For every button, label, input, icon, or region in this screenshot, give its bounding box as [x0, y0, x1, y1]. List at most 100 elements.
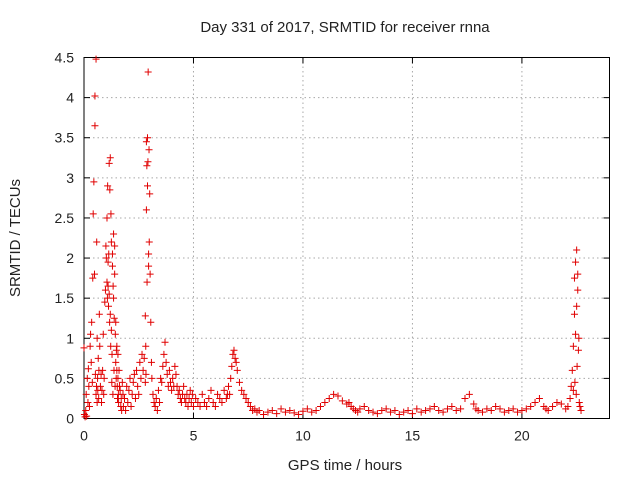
data-point: [207, 386, 215, 394]
data-point: [312, 406, 320, 414]
data-point: [159, 362, 167, 370]
data-point: [133, 366, 141, 374]
data-point: [373, 410, 381, 418]
data-point: [308, 408, 316, 416]
data-point: [93, 238, 101, 246]
y-tick-label: 3.5: [55, 130, 75, 146]
data-point: [157, 374, 165, 382]
y-tick-label: 4: [66, 90, 74, 106]
data-point: [145, 238, 153, 246]
data-point: [514, 408, 522, 416]
data-point: [93, 334, 101, 342]
data-point: [338, 397, 346, 405]
data-point: [143, 278, 151, 286]
data-point: [85, 402, 93, 410]
data-point: [121, 394, 129, 402]
data-point: [567, 382, 575, 390]
data-point: [570, 310, 578, 318]
data-point: [110, 314, 118, 322]
data-point: [166, 378, 174, 386]
data-point: [158, 378, 166, 386]
data-point: [173, 382, 181, 390]
y-axis-label: SRMTID / TECUs: [7, 179, 24, 297]
y-tick-label: 1.5: [55, 290, 75, 306]
data-point: [106, 154, 114, 162]
data-point: [483, 405, 491, 413]
data-point: [325, 394, 333, 402]
x-tick-label: 15: [405, 428, 421, 444]
y-tick-label: 1: [66, 330, 74, 346]
data-point: [145, 262, 153, 270]
data-point: [260, 410, 268, 418]
data-point: [83, 374, 91, 382]
data-point: [145, 146, 153, 154]
data-point: [125, 386, 133, 394]
data-point: [100, 390, 108, 398]
data-point: [100, 374, 108, 382]
data-point: [118, 378, 126, 386]
data-point: [105, 159, 113, 167]
data-point: [422, 406, 430, 414]
data-point: [152, 394, 160, 402]
data-point: [577, 406, 585, 414]
data-point: [569, 386, 577, 394]
data-point: [102, 242, 110, 250]
data-point: [126, 374, 134, 382]
data-point: [107, 238, 115, 246]
data-point: [242, 394, 250, 402]
data-point: [82, 390, 90, 398]
data-point: [142, 370, 150, 378]
data-point: [175, 386, 183, 394]
data-point: [321, 398, 329, 406]
data-point: [99, 366, 107, 374]
data-point: [115, 366, 123, 374]
data-point: [146, 190, 154, 198]
data-point: [138, 350, 146, 358]
data-point: [365, 406, 373, 414]
data-point: [238, 386, 246, 394]
data-point: [214, 390, 222, 398]
data-point: [264, 408, 272, 416]
data-point: [443, 405, 451, 413]
data-point: [522, 405, 530, 413]
data-point: [161, 338, 169, 346]
data-point: [244, 398, 252, 406]
data-point: [146, 270, 154, 278]
data-point: [286, 406, 294, 414]
data-point: [147, 358, 155, 366]
data-point: [574, 286, 582, 294]
data-point: [573, 362, 581, 370]
data-point: [88, 318, 96, 326]
data-point: [527, 402, 535, 410]
data-point: [143, 134, 151, 142]
data-point: [168, 386, 176, 394]
data-point: [229, 350, 237, 358]
data-point: [172, 370, 180, 378]
data-point: [572, 390, 580, 398]
data-point: [185, 394, 193, 402]
data-point: [457, 405, 465, 413]
data-point: [162, 358, 170, 366]
grid: [84, 57, 610, 419]
data-point: [142, 206, 150, 214]
data-point: [345, 398, 353, 406]
data-point: [113, 342, 121, 350]
data-point: [102, 254, 110, 262]
data-point: [98, 386, 106, 394]
data-point: [404, 406, 412, 414]
data-point: [382, 405, 390, 413]
data-point: [84, 365, 92, 373]
data-point: [94, 354, 102, 362]
data-point: [103, 214, 111, 222]
data-point: [290, 409, 298, 417]
data-point: [107, 326, 115, 334]
data-point: [487, 406, 495, 414]
data-point: [87, 330, 95, 338]
data-point: [143, 162, 151, 170]
data-point: [87, 358, 95, 366]
data-point: [169, 374, 177, 382]
data-point: [196, 402, 204, 410]
data-point: [470, 400, 478, 408]
data-point: [203, 402, 211, 410]
